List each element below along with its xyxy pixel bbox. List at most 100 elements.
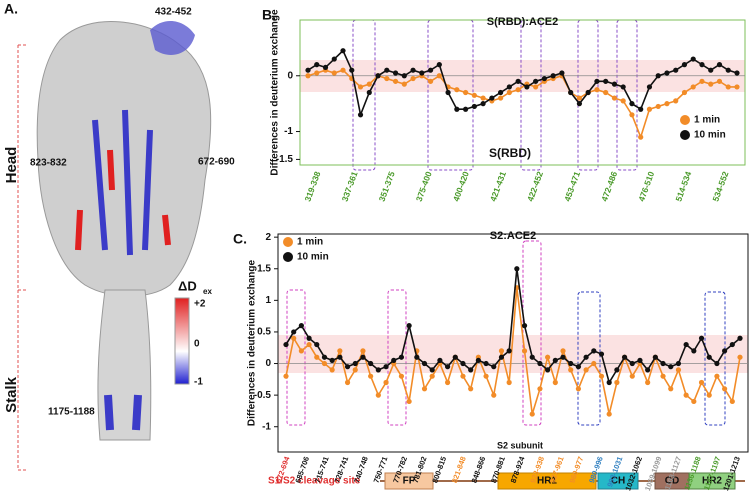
y-tick-label: 0 [287,70,293,81]
data-point [655,103,661,110]
data-point [583,367,589,373]
data-point [614,379,620,386]
data-point [533,78,539,84]
data-point [427,78,434,84]
x-tick-label: 534-552 [710,170,730,203]
data-point [734,84,740,90]
data-point [611,95,618,101]
data-point [491,364,497,370]
data-point [489,95,495,101]
data-point [683,392,689,398]
data-point [683,341,689,348]
data-point [716,78,723,84]
data-point [360,348,366,354]
data-point [506,379,512,386]
data-point [568,89,574,96]
data-point [375,73,381,79]
data-point [444,364,451,370]
data-point [708,81,714,87]
data-point [521,323,528,329]
data-point [498,354,505,360]
x-tick-label: 422-452 [525,170,545,203]
head-label: Head [3,147,20,184]
data-point [521,348,528,354]
data-point [638,106,644,112]
plot-frame [277,233,749,453]
data-point [691,398,697,405]
y-tick-label: -1.5 [276,154,294,165]
data-point [340,48,346,54]
panel-label: A. [4,1,18,17]
y-tick-label: 2 [265,232,271,243]
domain-label: HR2 [702,476,722,487]
data-point [533,84,539,90]
data-point [614,367,620,373]
data-point [437,357,443,363]
y-tick-label: -1 [262,421,271,432]
data-point [529,354,535,360]
data-point [529,411,535,417]
data-point [436,62,442,68]
panel-label: C. [233,231,247,247]
data-point [603,78,609,84]
data-point [329,357,335,363]
data-point [368,360,374,367]
data-point [645,379,651,386]
legend-swatch [283,252,293,262]
data-point [560,348,566,354]
domain-label: HR1 [537,476,557,487]
data-point [560,354,566,360]
data-point [645,367,651,373]
data-point [306,335,312,341]
data-point [321,354,328,360]
data-point [506,348,512,354]
data-point [357,112,364,118]
data-point [629,360,635,367]
data-point [698,335,705,341]
data-point [483,360,489,367]
cleavage-label: S1/S2 cleavage site [268,476,361,487]
data-point [568,360,574,367]
domain-label: FP [403,476,416,487]
data-point [591,360,597,367]
region-label: 672-690 [198,157,235,168]
data-point [673,67,679,73]
data-point [621,354,628,360]
data-point [545,367,551,373]
y-tick-label: 0 [265,358,271,369]
data-point [314,341,320,348]
data-point [646,84,653,90]
data-point [729,341,735,348]
data-point [305,73,311,79]
data-point [675,367,682,373]
domain-label: CD [665,476,679,487]
data-point [664,70,670,76]
data-point [392,78,399,84]
data-point [591,348,597,354]
legend-swatch [680,130,690,140]
data-point [725,84,731,90]
data-point [349,67,355,73]
data-point [414,354,420,360]
data-point [603,89,609,96]
data-point [660,373,666,379]
x-tick-label: 476-510 [636,170,656,203]
data-point [305,67,311,73]
data-point [410,67,416,73]
blue-region [150,20,195,55]
data-point [515,78,521,84]
data-point [629,373,635,379]
data-point [638,134,644,140]
data-point [452,354,458,360]
data-point [436,73,442,79]
data-point [337,354,343,360]
data-point [366,81,372,87]
legend-label: 10 min [694,130,726,141]
colorbar-label: 0 [194,339,200,350]
data-point [552,379,558,386]
data-point [410,75,416,82]
colorbar-label: +2 [194,299,206,310]
data-point [514,266,520,272]
data-point [506,89,512,96]
